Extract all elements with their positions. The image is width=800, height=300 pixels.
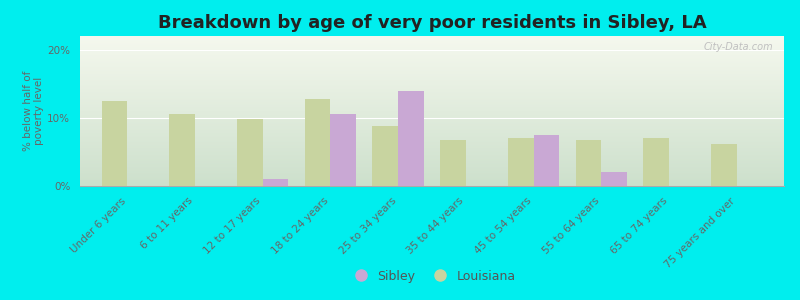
Bar: [373, 126, 398, 186]
Bar: [440, 140, 466, 186]
Bar: [602, 172, 627, 186]
Bar: [102, 101, 127, 186]
Title: Breakdown by age of very poor residents in Sibley, LA: Breakdown by age of very poor residents …: [158, 14, 706, 32]
Bar: [534, 135, 559, 186]
Y-axis label: % below half of
poverty level: % below half of poverty level: [23, 71, 45, 151]
Bar: [262, 179, 289, 186]
Bar: [330, 114, 356, 186]
Legend: Sibley, Louisiana: Sibley, Louisiana: [343, 265, 521, 288]
Bar: [398, 91, 424, 186]
Bar: [170, 114, 195, 186]
Text: City-Data.com: City-Data.com: [704, 42, 774, 52]
Bar: [305, 99, 330, 186]
Bar: [643, 138, 669, 186]
Bar: [575, 140, 602, 186]
Bar: [711, 144, 737, 186]
Bar: [237, 119, 262, 186]
Bar: [508, 138, 534, 186]
